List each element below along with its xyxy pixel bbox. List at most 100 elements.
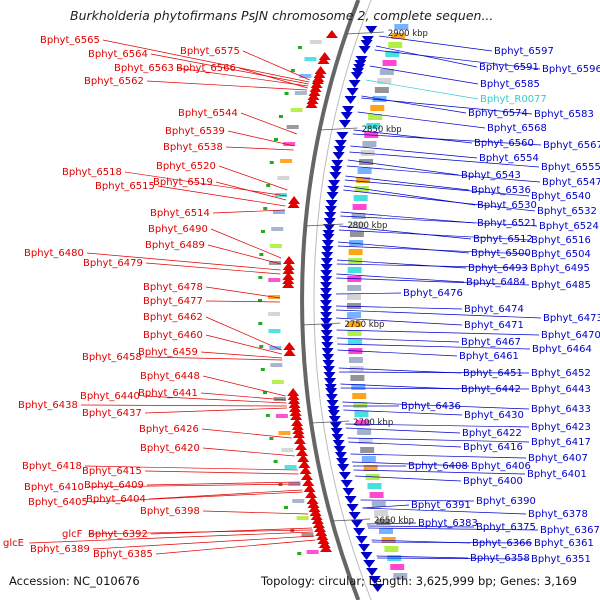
gene-label-left[interactable]: Bphyt_6441	[138, 388, 198, 399]
gene-label-right[interactable]: Bphyt_6473	[543, 313, 600, 324]
gene-label-right[interactable]: Bphyt_6406	[471, 461, 531, 472]
gene-label-left[interactable]: Bphyt_6519	[153, 177, 213, 188]
gene-label-right[interactable]: Bphyt_6536	[471, 185, 531, 196]
gene-label-right[interactable]: Bphyt_6391	[411, 500, 471, 511]
gene-label-right[interactable]: Bphyt_6442	[461, 384, 521, 395]
gene-label-left[interactable]: Bphyt_6565	[40, 35, 100, 46]
gene-label-left[interactable]: Bphyt_6415	[82, 466, 142, 477]
gene-label-right[interactable]: Bphyt_6471	[464, 320, 524, 331]
gene-label-right[interactable]: Bphyt_6470	[541, 330, 600, 341]
gene-label-right[interactable]: Bphyt_6583	[534, 109, 594, 120]
gene-label-left[interactable]: Bphyt_6539	[165, 126, 225, 137]
gene-label-left[interactable]: Bphyt_6410	[24, 482, 84, 493]
gene-label-right[interactable]: Bphyt_6358	[470, 553, 530, 564]
gene-label-right[interactable]: Bphyt_6351	[531, 554, 591, 565]
gene-label-right[interactable]: Bphyt_6530	[477, 200, 537, 211]
gene-label-right[interactable]: Bphyt_6504	[531, 249, 591, 260]
gene-label-left[interactable]: Bphyt_6426	[139, 424, 199, 435]
gene-label-left[interactable]: Bphyt_6462	[143, 312, 203, 323]
gene-label-right[interactable]: Bphyt_6436	[401, 401, 461, 412]
gene-label-right[interactable]: Bphyt_6516	[531, 235, 591, 246]
gene-label-right[interactable]: Bphyt_6417	[531, 437, 591, 448]
gene-label-left[interactable]: Bphyt_6409	[84, 480, 144, 491]
gene-label-right[interactable]: Bphyt_6512	[473, 234, 533, 245]
gene-label-right[interactable]: Bphyt_6408	[408, 461, 468, 472]
gene-label-right[interactable]: Bphyt_6430	[464, 410, 524, 421]
gene-label-right[interactable]: Bphyt_6422	[462, 428, 522, 439]
gene-label-left[interactable]: Bphyt_6538	[163, 142, 223, 153]
gene-label-right[interactable]: Bphyt_6361	[534, 538, 594, 549]
gene-label-right[interactable]: Bphyt_6443	[531, 384, 591, 395]
gene-label-right[interactable]: Bphyt_6366	[472, 538, 532, 549]
gene-label-left[interactable]: Bphyt_6575	[180, 46, 240, 57]
gene-label-left[interactable]: Bphyt_6385	[93, 549, 153, 560]
gene-label-right[interactable]: Bphyt_6591	[479, 62, 539, 73]
gene-label-left[interactable]: Bphyt_6404	[86, 494, 146, 505]
gene-label-left[interactable]: Bphyt_6479	[83, 258, 143, 269]
gene-label-right[interactable]: Bphyt_6543	[461, 170, 521, 181]
gene-label-left[interactable]: Bphyt_6544	[178, 108, 238, 119]
gene-label-left[interactable]: Bphyt_6564	[88, 49, 148, 60]
gene-label-right[interactable]: Bphyt_6407	[528, 453, 588, 464]
gene-label-left[interactable]: Bphyt_6398	[140, 506, 200, 517]
gene-label-left[interactable]: Bphyt_6515	[95, 181, 155, 192]
gene-label-right[interactable]: Bphyt_6433	[531, 404, 591, 415]
gene-label-right[interactable]: Bphyt_6493	[468, 263, 528, 274]
gene-label-left[interactable]: Bphyt_6448	[140, 371, 200, 382]
gene-label-left[interactable]: Bphyt_6440	[80, 391, 140, 402]
gene-label-left[interactable]: Bphyt_6563	[114, 63, 174, 74]
gene-label-left[interactable]: Bphyt_6405	[28, 497, 88, 508]
gene-label-right[interactable]: Bphyt_6416	[463, 442, 523, 453]
gene-label-left[interactable]: Bphyt_6489	[145, 240, 205, 251]
gene-label-right[interactable]: Bphyt_6597	[494, 46, 554, 57]
gene-label-right[interactable]: Bphyt_6524	[539, 221, 599, 232]
gene-label-right[interactable]: Bphyt_6461	[459, 351, 519, 362]
gene-label-right[interactable]: Bphyt_6464	[532, 344, 592, 355]
gene-label-right[interactable]: Bphyt_6596	[542, 64, 600, 75]
gene-label-left[interactable]: Bphyt_6418	[22, 461, 82, 472]
gene-label-right[interactable]: Bphyt_6383	[418, 518, 478, 529]
gene-label-right[interactable]: Bphyt_R0077	[480, 94, 547, 105]
gene-label-left[interactable]: Bphyt_6490	[148, 224, 208, 235]
gene-label-right[interactable]: Bphyt_6554	[479, 153, 539, 164]
gene-label-right[interactable]: Bphyt_6521	[477, 218, 537, 229]
gene-label-left[interactable]: Bphyt_6437	[82, 408, 142, 419]
gene-label-left[interactable]: Bphyt_6438	[18, 400, 78, 411]
gene-label-right[interactable]: Bphyt_6484	[466, 277, 526, 288]
gene-label-right[interactable]: Bphyt_6378	[528, 509, 588, 520]
gene-label-right[interactable]: Bphyt_6500	[471, 248, 531, 259]
gene-label-left[interactable]: Bphyt_6460	[143, 330, 203, 341]
gene-label-right[interactable]: Bphyt_6367	[540, 525, 600, 536]
gene-label-left[interactable]: Bphyt_6520	[156, 161, 216, 172]
gene-label-right[interactable]: Bphyt_6485	[531, 280, 591, 291]
gene-label-left[interactable]: glcF	[62, 529, 83, 540]
gene-label-right[interactable]: Bphyt_6400	[463, 476, 523, 487]
gene-label-right[interactable]: Bphyt_6555	[541, 162, 600, 173]
gene-label-right[interactable]: Bphyt_6423	[531, 422, 591, 433]
gene-label-right[interactable]: Bphyt_6452	[531, 368, 591, 379]
gene-label-right[interactable]: Bphyt_6401	[527, 469, 587, 480]
gene-label-left[interactable]: Bphyt_6477	[143, 296, 203, 307]
gene-label-right[interactable]: Bphyt_6476	[403, 288, 463, 299]
gene-label-right[interactable]: Bphyt_6540	[531, 191, 591, 202]
gene-label-right[interactable]: Bphyt_6375	[476, 522, 536, 533]
gene-label-right[interactable]: Bphyt_6568	[487, 123, 547, 134]
gene-label-right[interactable]: Bphyt_6567	[543, 140, 600, 151]
gene-label-left[interactable]: Bphyt_6562	[84, 76, 144, 87]
gene-label-right[interactable]: Bphyt_6390	[476, 496, 536, 507]
gene-label-left[interactable]: Bphyt_6566	[176, 63, 236, 74]
gene-label-left[interactable]: Bphyt_6518	[62, 167, 122, 178]
gene-label-left[interactable]: Bphyt_6459	[138, 347, 198, 358]
gene-label-right[interactable]: Bphyt_6451	[463, 368, 523, 379]
gene-label-right[interactable]: Bphyt_6532	[537, 206, 597, 217]
gene-label-left[interactable]: glcE	[3, 538, 24, 549]
gene-label-right[interactable]: Bphyt_6474	[464, 304, 524, 315]
gene-label-right[interactable]: Bphyt_6574	[468, 108, 528, 119]
gene-label-right[interactable]: Bphyt_6467	[461, 337, 521, 348]
gene-label-right[interactable]: Bphyt_6547	[542, 177, 600, 188]
gene-label-right[interactable]: Bphyt_6585	[480, 79, 540, 90]
gene-label-left[interactable]: Bphyt_6478	[143, 282, 203, 293]
gene-label-left[interactable]: Bphyt_6480	[24, 248, 84, 259]
gene-label-left[interactable]: Bphyt_6458	[82, 352, 142, 363]
gene-label-left[interactable]: Bphyt_6389	[30, 544, 90, 555]
